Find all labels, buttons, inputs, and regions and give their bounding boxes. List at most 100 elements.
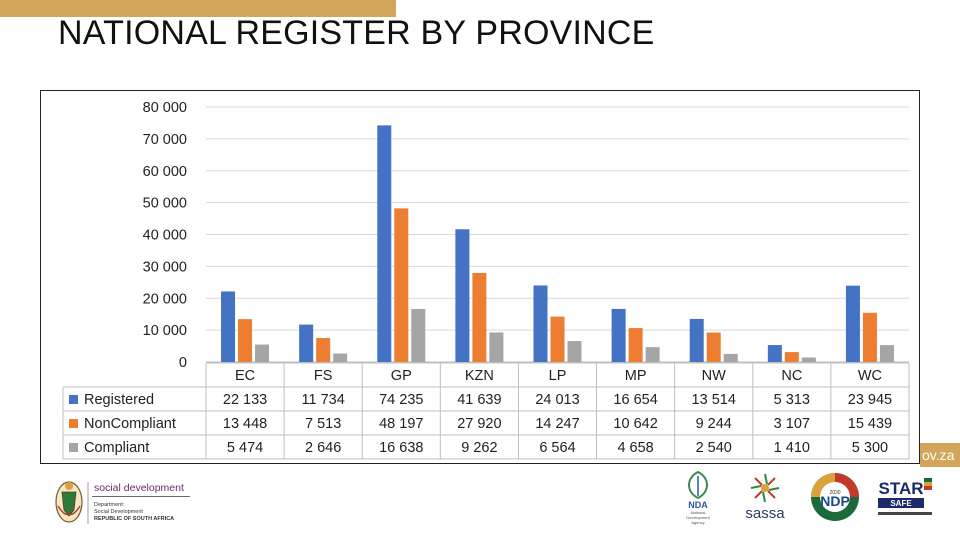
bar [845,285,860,362]
bar [784,352,799,362]
sassa-label: sassa [745,505,785,522]
coat-of-arms-icon [55,481,83,523]
ndp-year: 2030 [829,490,840,496]
nda-sub3: Agency [691,520,704,525]
nda-label: NDA [688,500,708,510]
nda-sub1: National [691,510,706,515]
star-underline [878,512,932,515]
data-label: 9 244 [696,416,732,432]
bar [299,324,314,362]
department-logo: social development Department: Social De… [55,481,190,524]
data-label: 41 639 [457,392,501,408]
department-sub2: Social Development [94,509,143,515]
data-label: 24 013 [535,392,579,408]
bar [394,208,409,362]
department-name: social development [94,482,184,494]
bar [411,308,426,362]
nda-leaf-icon [688,470,708,500]
star-label: STAR [878,479,923,498]
data-label: 10 642 [613,416,657,432]
y-tick-label: 50 000 [143,196,187,212]
y-tick-label: 10 000 [143,323,187,339]
safe-banner [878,498,924,508]
bar [472,273,487,362]
legend-label: Registered [84,392,154,408]
slide-title: NATIONAL REGISTER BY PROVINCE [58,14,655,52]
data-label: 13 514 [692,392,736,408]
y-tick-label: 20 000 [143,291,187,307]
category-label: KZN [465,368,494,384]
bar [611,308,626,362]
data-label: 13 448 [223,416,267,432]
data-label: 4 658 [617,440,653,456]
bar-chart: 0 10 000 20 000 30 000 40 000 50 000 60 000 70 … [62,100,910,460]
category-label: LP [549,368,567,384]
data-label: 2 646 [305,440,341,456]
ndp-logo: 2030 NDP [811,473,859,521]
y-tick-label: 60 000 [143,164,187,180]
data-label: 14 247 [535,416,579,432]
bar [489,332,504,362]
bar [533,285,548,362]
data-label: 2 540 [696,440,732,456]
ndp-flag-icon [811,473,859,521]
bar [879,345,894,362]
data-label: 22 133 [223,392,267,408]
bar [550,316,565,362]
y-tick-label: 80 000 [143,100,187,116]
sassa-star-icon [750,473,780,503]
data-label: 9 262 [461,440,497,456]
bar [255,344,270,362]
website-url-tab[interactable]: ov.za [920,443,960,467]
data-label: 11 734 [302,392,345,408]
bar [221,291,236,362]
chart-frame: 0 10 000 20 000 30 000 40 000 50 000 60 000 70 … [40,90,920,464]
data-label: 5 474 [227,440,263,456]
data-label: 5 300 [852,440,888,456]
website-url[interactable]: ov.za [922,447,955,463]
bar [628,328,643,362]
bar [455,229,470,362]
data-label: 16 638 [379,440,423,456]
bar [645,347,660,362]
bar [723,353,738,362]
data-label: 74 235 [379,392,423,408]
logo-underline [92,496,190,497]
legend-swatch [69,395,78,404]
data-label: 3 107 [774,416,810,432]
data-label: 5 313 [774,392,810,408]
bar [767,345,782,362]
data-label: 7 513 [305,416,341,432]
sassa-logo: sassa [745,473,785,522]
data-label: 48 197 [379,416,423,432]
data-label: 23 945 [848,392,892,408]
category-label: EC [235,368,255,384]
bar [238,319,253,362]
category-label: FS [314,368,333,384]
data-label: 27 920 [457,416,501,432]
bar [689,318,704,362]
nda-logo: NDA National Development Agency [686,470,711,525]
bar [862,312,877,362]
data-label: 16 654 [613,392,657,408]
department-sub1: Department: [94,502,125,508]
star-sub: SAFE [890,499,912,508]
bar [801,357,816,362]
category-label: WC [858,368,882,384]
y-tick-label: 0 [179,355,187,371]
legend-label: Compliant [84,440,149,456]
legend-label: NonCompliant [84,416,176,432]
category-label: NW [702,368,726,384]
bar [567,341,582,362]
y-tick-label: 70 000 [143,132,187,148]
nda-sub2: Development [686,515,710,520]
y-tick-label: 40 000 [143,228,187,244]
category-label: GP [391,368,412,384]
data-label: 15 439 [848,416,892,432]
bar [706,332,721,362]
category-label: MP [625,368,647,384]
category-label: NC [781,368,802,384]
star-flag-icon [924,478,932,490]
data-label: 6 564 [539,440,575,456]
ndp-label: NDP [820,493,850,509]
